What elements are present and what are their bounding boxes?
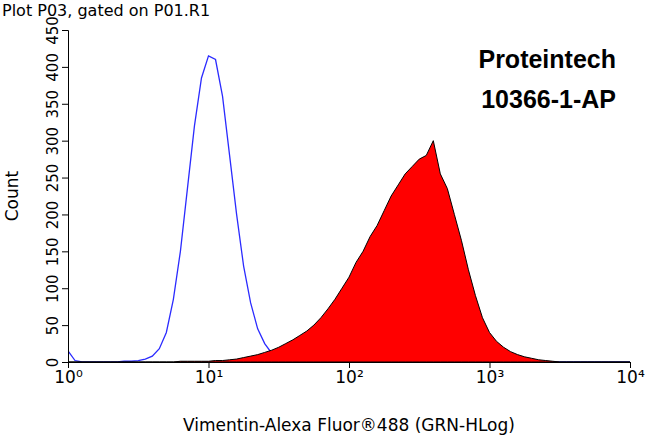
y-tick-label: 100 bbox=[44, 274, 62, 303]
x-tick-label: 10⁰ bbox=[54, 367, 83, 387]
x-tick-label: 10³ bbox=[476, 367, 504, 387]
y-tick-label: 350 bbox=[44, 90, 62, 119]
y-tick-label: 150 bbox=[44, 238, 62, 267]
annotation: 10366-1-AP bbox=[481, 85, 616, 113]
y-tick: 50 bbox=[44, 316, 68, 335]
histogram-area bbox=[68, 141, 630, 362]
y-tick: 400 bbox=[44, 53, 68, 82]
y-tick: 450 bbox=[44, 16, 68, 45]
annotation: Proteintech bbox=[478, 45, 616, 73]
y-tick-mark bbox=[62, 30, 68, 31]
y-tick: 200 bbox=[44, 201, 68, 230]
y-tick-label: 200 bbox=[44, 201, 62, 230]
y-tick-mark bbox=[62, 288, 68, 289]
y-tick: 100 bbox=[44, 274, 68, 303]
x-tick: 10² bbox=[335, 362, 363, 387]
x-tick-label: 10⁴ bbox=[616, 367, 645, 387]
y-tick-label: 0 bbox=[44, 358, 62, 368]
y-axis-label: Count bbox=[2, 170, 22, 221]
x-tick-label: 10¹ bbox=[195, 367, 223, 387]
x-tick: 10³ bbox=[476, 362, 504, 387]
x-tick: 10¹ bbox=[195, 362, 223, 387]
chart: 10⁰ 10¹ 10² 10³ 10⁴ 0 50 100 150 200 250 300 350 400 4… bbox=[0, 0, 650, 439]
y-tick-mark bbox=[62, 251, 68, 252]
x-axis-label: Vimentin-Alexa Fluor®488 (GRN-HLog) bbox=[183, 415, 515, 435]
y-tick: 300 bbox=[44, 127, 68, 156]
y-tick-mark bbox=[62, 325, 68, 326]
y-tick-mark bbox=[62, 141, 68, 142]
y-tick: 150 bbox=[44, 238, 68, 267]
title: Plot P03, gated on P01.R1 bbox=[2, 1, 210, 20]
x-axis: 10⁰ 10¹ 10² 10³ 10⁴ bbox=[54, 362, 645, 387]
y-axis: 0 50 100 150 200 250 300 350 400 450 bbox=[44, 16, 69, 367]
y-tick-label: 450 bbox=[44, 16, 62, 45]
x-tick-label: 10² bbox=[335, 367, 363, 387]
y-tick: 350 bbox=[44, 90, 68, 119]
y-tick-mark bbox=[62, 67, 68, 68]
x-tick: 10⁴ bbox=[616, 362, 645, 387]
y-tick-label: 400 bbox=[44, 53, 62, 82]
y-tick: 250 bbox=[44, 164, 68, 193]
y-tick-label: 50 bbox=[44, 316, 62, 335]
y-tick-mark bbox=[62, 178, 68, 179]
y-tick: 0 bbox=[44, 358, 68, 368]
histogram-line bbox=[68, 56, 630, 362]
y-tick-mark bbox=[62, 214, 68, 215]
plot-area bbox=[68, 56, 630, 362]
y-tick-mark bbox=[62, 362, 68, 363]
y-tick-label: 250 bbox=[44, 164, 62, 193]
y-tick-mark bbox=[62, 104, 68, 105]
y-tick-label: 300 bbox=[44, 127, 62, 156]
y-axis-line bbox=[62, 31, 69, 363]
